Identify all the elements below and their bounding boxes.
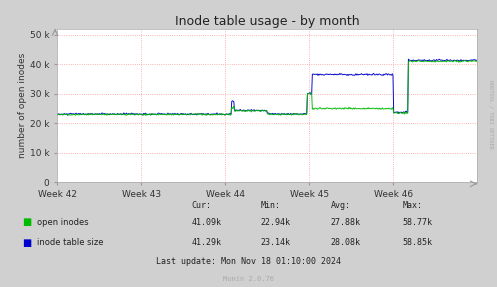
Text: 22.94k: 22.94k bbox=[261, 218, 291, 227]
Text: 58.77k: 58.77k bbox=[403, 218, 432, 227]
Text: Avg:: Avg: bbox=[331, 201, 350, 210]
Text: RRDTOOL / TOBI OETIKER: RRDTOOL / TOBI OETIKER bbox=[489, 80, 494, 149]
Text: 41.29k: 41.29k bbox=[191, 238, 221, 247]
Text: Min:: Min: bbox=[261, 201, 281, 210]
Text: ■: ■ bbox=[22, 218, 32, 227]
Text: ■: ■ bbox=[22, 238, 32, 247]
Text: 58.85k: 58.85k bbox=[403, 238, 432, 247]
Text: Last update: Mon Nov 18 01:10:00 2024: Last update: Mon Nov 18 01:10:00 2024 bbox=[156, 257, 341, 266]
Text: 41.09k: 41.09k bbox=[191, 218, 221, 227]
Text: 28.08k: 28.08k bbox=[331, 238, 360, 247]
Text: 27.88k: 27.88k bbox=[331, 218, 360, 227]
Text: Max:: Max: bbox=[403, 201, 422, 210]
Text: Cur:: Cur: bbox=[191, 201, 211, 210]
Text: Munin 2.0.76: Munin 2.0.76 bbox=[223, 276, 274, 282]
Text: 23.14k: 23.14k bbox=[261, 238, 291, 247]
Y-axis label: number of open inodes: number of open inodes bbox=[18, 53, 27, 158]
Text: inode table size: inode table size bbox=[37, 238, 104, 247]
Text: open inodes: open inodes bbox=[37, 218, 89, 227]
Title: Inode table usage - by month: Inode table usage - by month bbox=[175, 15, 359, 28]
